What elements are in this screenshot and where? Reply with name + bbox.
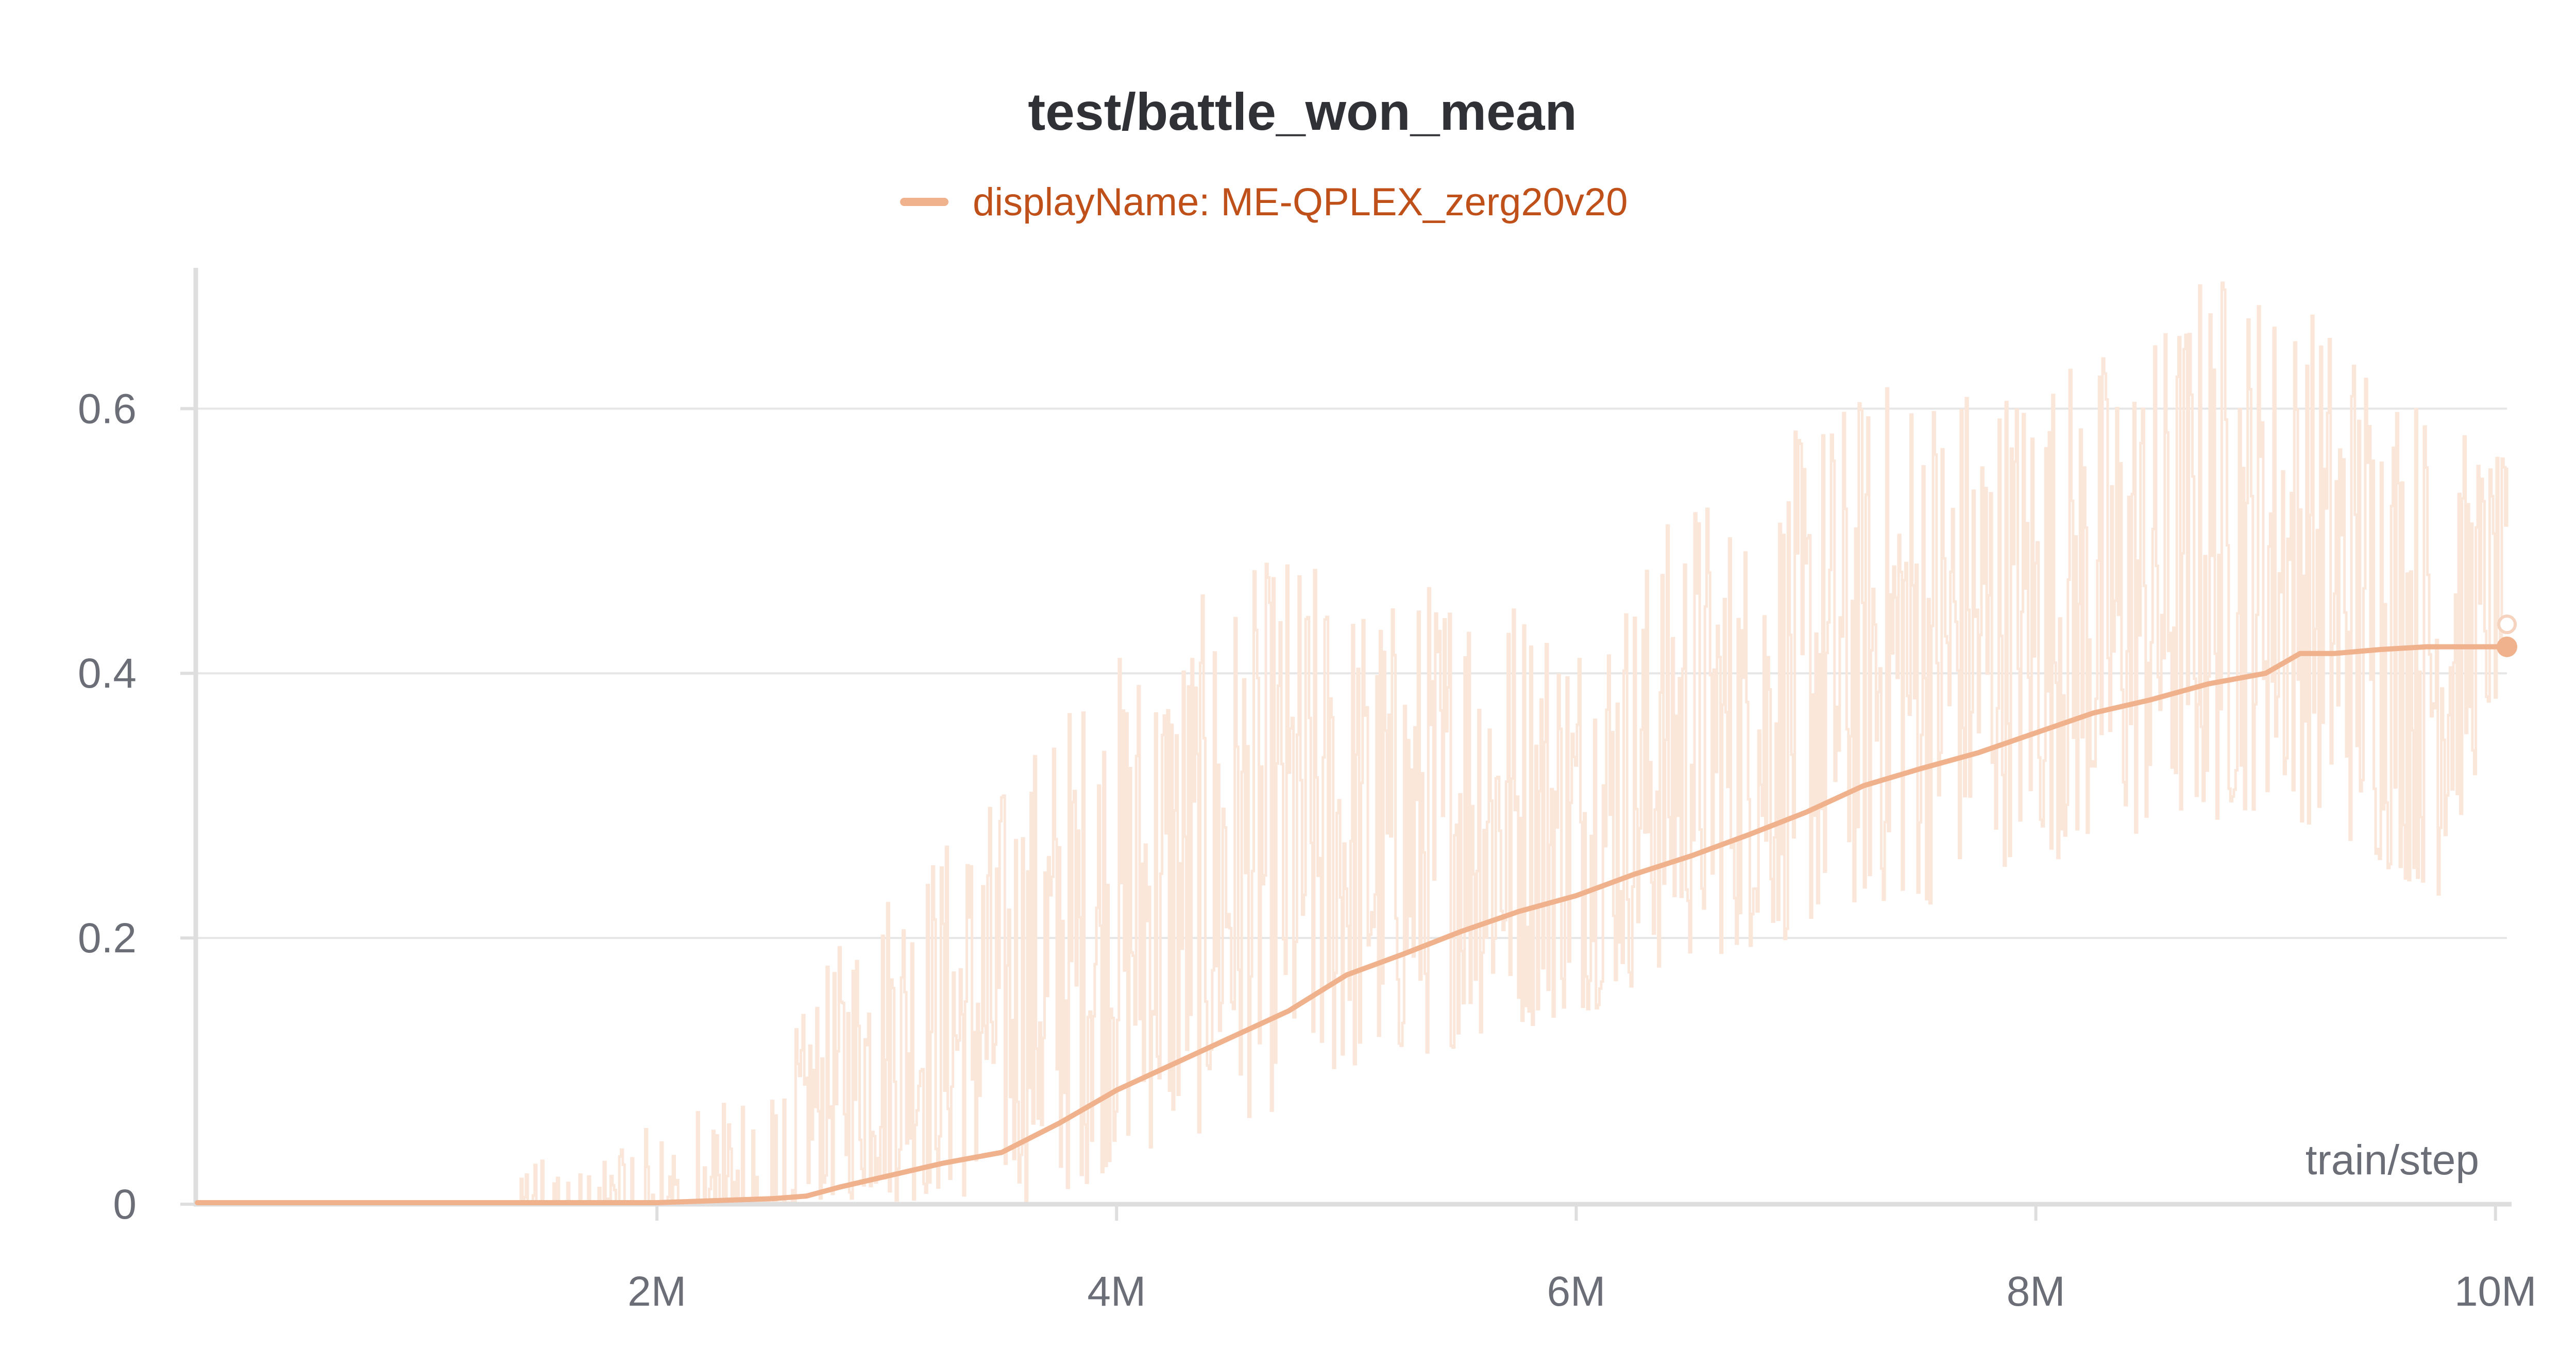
y-tick-label: 0 [113,1181,137,1228]
smoothed-series-line [195,644,2510,1205]
x-axis-label: train/step [2306,1137,2479,1184]
legend-label: displayName: ME-QPLEX_zerg20v20 [973,180,1628,224]
raw-series-line [519,281,2509,1204]
smoothed-last-point [2497,636,2517,657]
legend: displayName: ME-QPLEX_zerg20v20 [900,180,1628,224]
chart-title: test/battle_won_mean [1028,82,1577,141]
ticks: 0 0.2 0.4 0.6 2M 4M 6M 8M 10M [78,385,2536,1315]
x-tick-label: 4M [1087,1268,1146,1315]
y-tick-label: 0.4 [78,650,137,697]
x-tick-label: 10M [2454,1268,2537,1315]
smoothed-series [195,614,2517,1205]
x-tick-label: 8M [2007,1268,2065,1315]
y-tick-label: 0.6 [78,385,137,432]
raw-last-point [2497,614,2517,635]
x-tick-label: 2M [628,1268,686,1315]
raw-series [519,281,2509,1204]
x-tick-label: 6M [1547,1268,1605,1315]
y-tick-label: 0.2 [78,915,137,962]
